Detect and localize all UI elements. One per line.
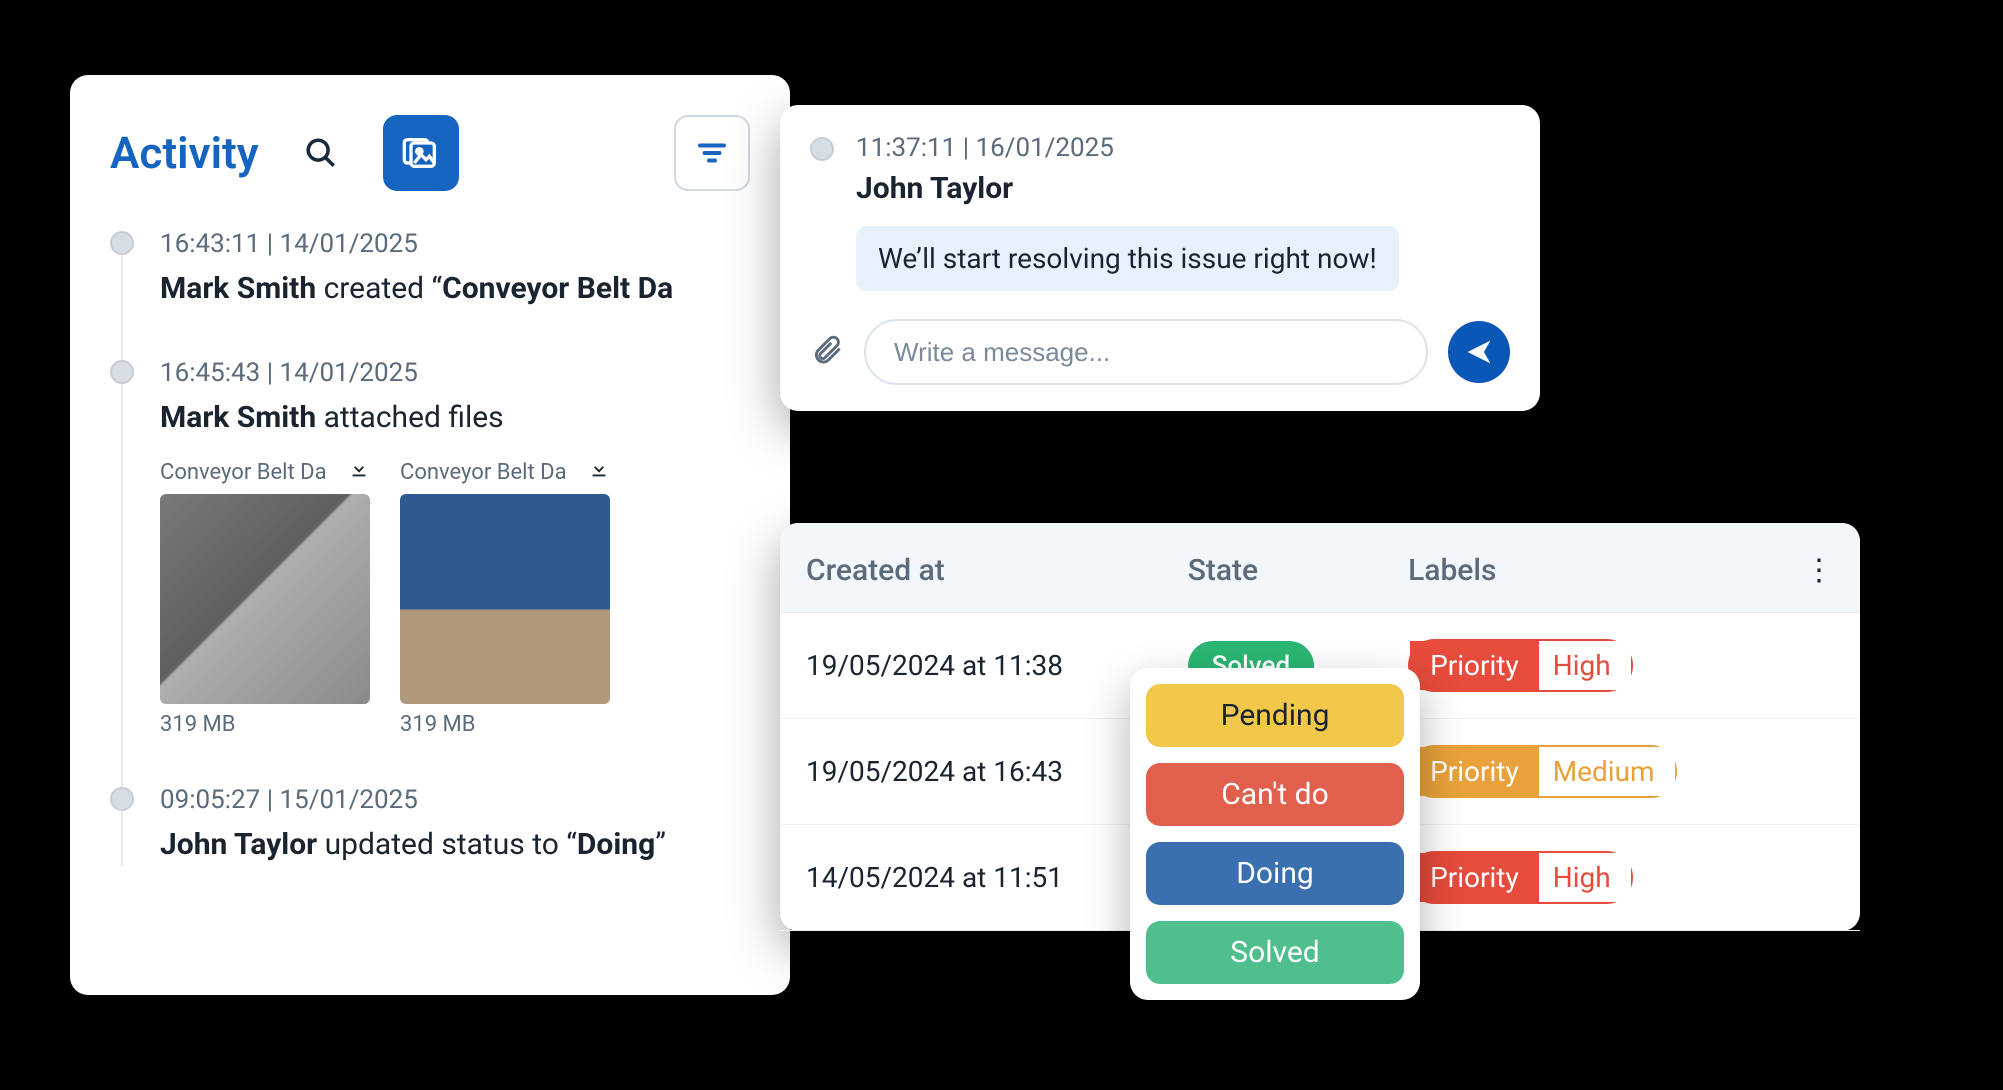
timeline-dot-icon [110,360,134,384]
cell-created-at: 19/05/2024 at 11:38 [780,613,1162,719]
attach-icon[interactable] [810,333,844,371]
cell-spacer [1778,719,1860,825]
cell-labels: PriorityHigh [1382,613,1778,719]
chat-header: 11:37:11 | 16/01/2025 John Taylor [810,133,1510,206]
label-pill[interactable]: PriorityMedium [1408,745,1677,798]
cell-spacer [1778,825,1860,931]
activity-timestamp: 16:45:43 | 14/01/2025 [160,358,750,388]
cell-labels: PriorityMedium [1382,719,1778,825]
label-key: Priority [1410,641,1539,690]
activity-header: Activity [110,115,750,191]
attachment-thumbnail[interactable] [400,494,610,704]
gallery-button[interactable] [383,115,459,191]
label-value: High [1539,641,1631,690]
activity-user: Mark Smith [160,271,316,306]
attachment[interactable]: Conveyor Belt Da 319 MB [160,458,370,737]
attachment-name: Conveyor Belt Da [160,460,327,485]
state-dropdown[interactable]: Pending Can't do Doing Solved [1130,668,1420,1000]
activity-text: Mark Smith attached files [160,398,750,439]
attachment-size: 319 MB [160,712,370,737]
message-input[interactable] [864,319,1428,385]
attachment-size: 319 MB [400,712,610,737]
state-option[interactable]: Solved [1146,921,1404,984]
column-created-at[interactable]: Created at [780,523,1162,613]
chat-timestamp: 11:37:11 | 16/01/2025 [856,133,1114,163]
chat-panel: 11:37:11 | 16/01/2025 John Taylor We’ll … [780,105,1540,411]
attachments: Conveyor Belt Da 319 MB Conveyor Belt Da… [160,458,750,737]
activity-item: 09:05:27 | 15/01/2025 John Taylor update… [160,785,750,866]
activity-timestamp: 09:05:27 | 15/01/2025 [160,785,750,815]
activity-user: Mark Smith [160,400,316,435]
activity-subject: Doing [577,827,655,862]
label-pill[interactable]: PriorityHigh [1408,851,1633,904]
activity-user: John Taylor [160,827,317,862]
activity-text: Mark Smith created “Conveyor Belt Da [160,269,750,310]
chat-user: John Taylor [856,171,1114,206]
state-option[interactable]: Can't do [1146,763,1404,826]
more-icon: ⋮ [1804,562,1834,580]
activity-title: Activity [110,127,259,179]
chat-compose [810,319,1510,385]
label-key: Priority [1410,747,1539,796]
state-option[interactable]: Doing [1146,842,1404,905]
activity-panel: Activity 16:43:11 | 14/01/2025 Mark Smit… [70,75,790,995]
chat-message: We’ll start resolving this issue right n… [856,226,1399,291]
attachment-thumbnail[interactable] [160,494,370,704]
column-labels[interactable]: Labels [1382,523,1778,613]
activity-item: 16:43:11 | 14/01/2025 Mark Smith created… [160,229,750,310]
download-icon[interactable] [588,458,610,486]
attachment[interactable]: Conveyor Belt Da 319 MB [400,458,610,737]
activity-subject: Conveyor Belt Da [442,271,673,306]
label-pill[interactable]: PriorityHigh [1408,639,1633,692]
activity-item: 16:45:43 | 14/01/2025 Mark Smith attache… [160,358,750,738]
label-key: Priority [1410,853,1539,902]
cell-labels: PriorityHigh [1382,825,1778,931]
cell-created-at: 19/05/2024 at 16:43 [780,719,1162,825]
timeline-dot-icon [110,787,134,811]
search-icon[interactable] [297,129,345,177]
activity-timeline: 16:43:11 | 14/01/2025 Mark Smith created… [110,229,750,866]
label-value: High [1539,853,1631,902]
send-button[interactable] [1448,321,1510,383]
activity-text: John Taylor updated status to “Doing” [160,825,750,866]
download-icon[interactable] [348,458,370,486]
table-more-button[interactable]: ⋮ [1778,523,1860,613]
cell-created-at: 14/05/2024 at 11:51 [780,825,1162,931]
column-state[interactable]: State [1162,523,1382,613]
activity-timestamp: 16:43:11 | 14/01/2025 [160,229,750,259]
attachment-name: Conveyor Belt Da [400,460,567,485]
state-option[interactable]: Pending [1146,684,1404,747]
timeline-dot-icon [110,231,134,255]
label-value: Medium [1539,747,1675,796]
timeline-dot-icon [810,137,834,161]
cell-spacer [1778,613,1860,719]
filter-button[interactable] [674,115,750,191]
